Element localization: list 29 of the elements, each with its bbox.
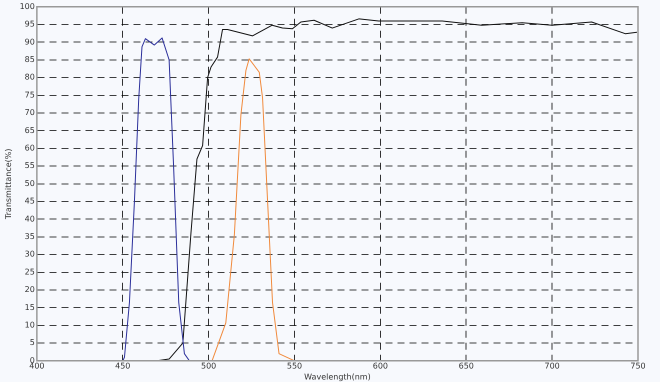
y-tick-label: 40	[24, 214, 35, 224]
x-tick-label: 750	[630, 362, 646, 371]
y-tick-label: 35	[24, 232, 35, 241]
y-tick-label: 70	[24, 108, 35, 118]
y-axis-title: Transmittance(%)	[4, 148, 13, 220]
y-tick-label: 60	[24, 143, 35, 152]
y-tick-label: 75	[24, 90, 35, 100]
y-tick-label: 25	[24, 267, 35, 276]
x-tick-label: 650	[458, 362, 474, 371]
y-tick-label: 20	[24, 285, 35, 294]
y-tick-label: 90	[24, 37, 35, 46]
y-tick-label: 5	[30, 338, 35, 348]
y-tick-label: 100	[20, 2, 35, 11]
x-tick-label: 450	[115, 362, 130, 371]
x-tick-label: 600	[372, 362, 388, 371]
y-tick-label: 85	[24, 54, 35, 64]
x-tick-label: 500	[200, 362, 216, 371]
y-tick-label: 50	[24, 178, 35, 188]
y-tick-label: 55	[24, 161, 35, 170]
y-tick-label: 45	[24, 196, 35, 206]
y-tick-label: 80	[24, 72, 35, 82]
x-tick-label: 550	[286, 362, 302, 371]
y-tick-label: 65	[24, 126, 35, 135]
y-tick-label: 10	[24, 320, 35, 330]
y-tick-label: 30	[24, 250, 35, 259]
x-axis-title: Wavelength(nm)	[304, 372, 371, 382]
x-tick-label: 700	[544, 362, 560, 371]
y-tick-label: 95	[24, 20, 35, 29]
y-tick-label: 15	[24, 302, 35, 312]
